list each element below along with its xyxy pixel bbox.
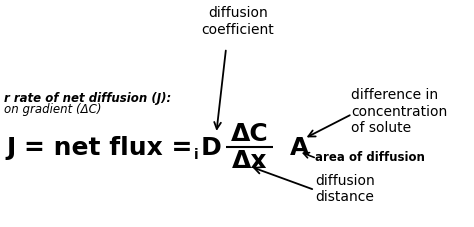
Text: Δx: Δx	[232, 149, 267, 173]
Text: on gradient (ΔC): on gradient (ΔC)	[4, 103, 102, 116]
Text: diffusion
coefficient: diffusion coefficient	[201, 6, 274, 36]
Text: ΔC: ΔC	[231, 121, 269, 145]
Text: A: A	[290, 135, 310, 159]
Text: J = net flux = D: J = net flux = D	[6, 135, 222, 159]
Text: i: i	[193, 147, 198, 161]
Text: difference in
concentration
of solute: difference in concentration of solute	[351, 88, 447, 134]
Text: area of diffusion: area of diffusion	[315, 150, 425, 163]
Text: r rate of net diffusion (J):: r rate of net diffusion (J):	[4, 92, 172, 105]
Text: diffusion
distance: diffusion distance	[315, 173, 374, 204]
